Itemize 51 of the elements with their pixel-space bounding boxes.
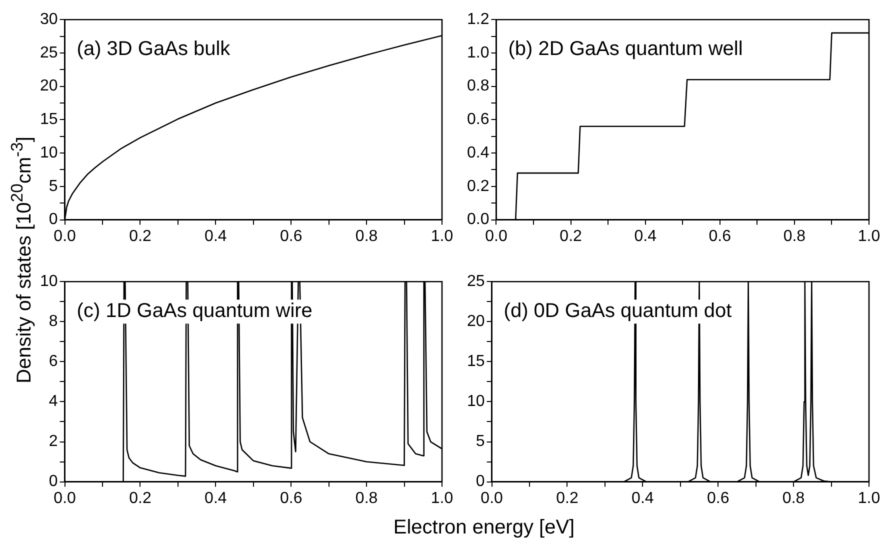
y-tick-label: 5 [48, 178, 58, 195]
x-axis-title: Electron energy [eV] [393, 516, 575, 540]
x-tick-label: 0.8 [355, 228, 378, 245]
x-tick-label: 0.6 [706, 490, 730, 507]
y-tick-label: 20 [467, 313, 485, 330]
y-tick-label: 2 [48, 433, 58, 450]
y-tick-label: 0.8 [466, 78, 490, 95]
x-tick-label: 0.2 [556, 490, 578, 507]
x-tick-label: 0.6 [708, 228, 732, 245]
x-tick-label: 0.4 [632, 490, 654, 507]
y-tick-label: 1.0 [466, 44, 490, 62]
annotation: (a) 3D GaAs bulk [76, 38, 232, 60]
x-tick-label: 0.8 [783, 228, 806, 245]
y-tick-label: 0.2 [466, 178, 490, 195]
y-tick-label: 0.0 [466, 211, 490, 228]
y-tick-label: 0 [48, 473, 58, 490]
x-tick-label: 0.2 [129, 490, 152, 507]
y-tick-label: 10 [40, 273, 58, 290]
y-tick-label: 0.6 [466, 111, 490, 128]
y-tick-label: 6 [48, 353, 58, 370]
y-tick-label: 0 [476, 473, 485, 490]
y-tick-label: 30 [40, 11, 58, 28]
x-tick-label: 0.6 [280, 490, 302, 507]
annotation: (d) 0D GaAs quantum dot [504, 300, 732, 322]
y-tick-label: 1.2 [466, 11, 490, 28]
x-tick-label: 0.2 [129, 228, 152, 245]
x-tick-label: 0.4 [204, 228, 227, 245]
y-tick-label: 15 [40, 111, 58, 128]
x-tick-label: 0.4 [634, 228, 657, 245]
x-tick-label: 1.0 [858, 228, 880, 245]
x-tick-label: 1.0 [430, 490, 454, 507]
annotation: (b) 2D GaAs quantum well [508, 38, 743, 60]
y-tick-label: 15 [467, 353, 485, 370]
y-tick-label: 8 [48, 313, 58, 330]
x-tick-label: 0.6 [280, 228, 302, 245]
y-tick-label: 10 [467, 393, 485, 410]
y-tick-label: 25 [467, 273, 485, 290]
annotation: (c) 1D GaAs quantum wire [76, 300, 312, 322]
x-tick-label: 0.8 [782, 490, 805, 507]
x-tick-label: 0.4 [204, 490, 227, 507]
x-tick-label: 0.2 [560, 228, 582, 245]
x-tick-label: 1.0 [858, 490, 880, 507]
y-tick-label: 10 [40, 144, 58, 162]
y-tick-label: 5 [476, 433, 485, 450]
y-tick-label: 25 [40, 44, 58, 62]
y-tick-label: 20 [40, 78, 58, 95]
y-tick-label: 0 [48, 211, 58, 228]
x-tick-label: 1.0 [430, 228, 454, 245]
y-tick-label: 0.4 [466, 144, 490, 162]
y-tick-label: 4 [48, 393, 58, 410]
x-tick-label: 0.8 [355, 490, 378, 507]
